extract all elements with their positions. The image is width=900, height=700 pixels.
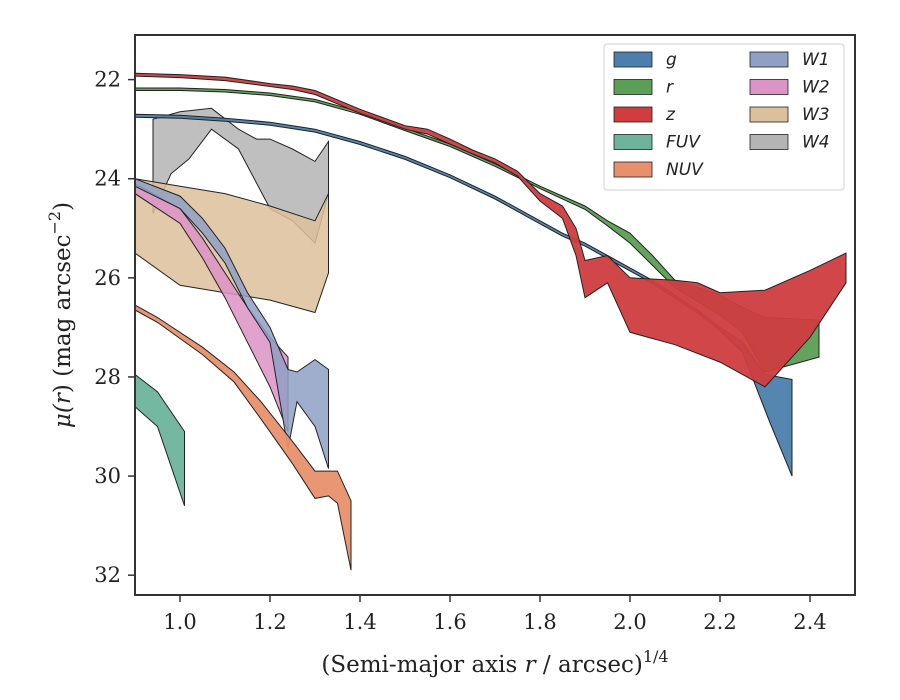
- legend-swatch-w4: [749, 134, 789, 150]
- legend-swatch-nuv: [613, 161, 653, 178]
- legend-label-g: g: [666, 50, 677, 70]
- x-tick-label: 2.4: [793, 610, 826, 634]
- legend-label-fuv: FUV: [666, 133, 701, 153]
- legend-swatch-z: [613, 106, 653, 123]
- y-tick-label: 28: [94, 365, 121, 389]
- y-tick-label: 22: [94, 68, 121, 92]
- legend-swatch-w1: [749, 51, 789, 68]
- series-band-fuv: [135, 373, 185, 506]
- x-tick-label: 1.0: [163, 610, 196, 634]
- y-tick-label: 24: [94, 167, 121, 191]
- legend-label-r: r: [666, 78, 674, 98]
- x-axis-label: (Semi-major axis r / arcsec)1/4: [321, 647, 668, 678]
- legend-label-nuv: NUV: [666, 160, 704, 180]
- legend-label-w4: W4: [802, 133, 830, 153]
- series-band-w1: [135, 178, 329, 469]
- series-band-nuv: [135, 304, 352, 571]
- series-band-z: [135, 72, 847, 388]
- series-band-g: [135, 113, 793, 477]
- legend-swatch-r: [613, 79, 653, 95]
- x-tick-label: 2.2: [703, 610, 736, 634]
- legend-swatch-w2: [749, 79, 789, 95]
- legend-label-z: z: [665, 105, 676, 125]
- legend-swatch-g: [613, 51, 653, 68]
- x-tick-label: 2.0: [613, 610, 646, 634]
- x-tick-label: 1.2: [253, 610, 286, 634]
- y-axis-label: μ(r) (mag arcsec−2): [45, 202, 76, 428]
- y-tick-label: 26: [94, 266, 121, 290]
- x-tick-label: 1.8: [523, 610, 556, 634]
- x-tick-label: 1.6: [433, 610, 466, 634]
- y-tick-label: 32: [94, 563, 121, 587]
- y-tick-label: 30: [94, 464, 121, 488]
- legend-label-w1: W1: [802, 50, 830, 70]
- x-tick-label: 1.4: [343, 610, 376, 634]
- legend-swatch-fuv: [613, 134, 653, 150]
- legend-label-w3: W3: [802, 105, 830, 125]
- legend-label-w2: W2: [802, 78, 830, 98]
- plot-frame: [134, 34, 856, 596]
- series-layer: [135, 72, 847, 571]
- legend-swatch-w3: [749, 106, 789, 123]
- legend: grz FUV NUV W1 W2 W3 W4: [603, 43, 845, 191]
- ticks-layer: 1.0 1.2 1.4 1.6 1.8 2.0 2.2 2.4 22 24 26 28 30 32: [94, 68, 826, 634]
